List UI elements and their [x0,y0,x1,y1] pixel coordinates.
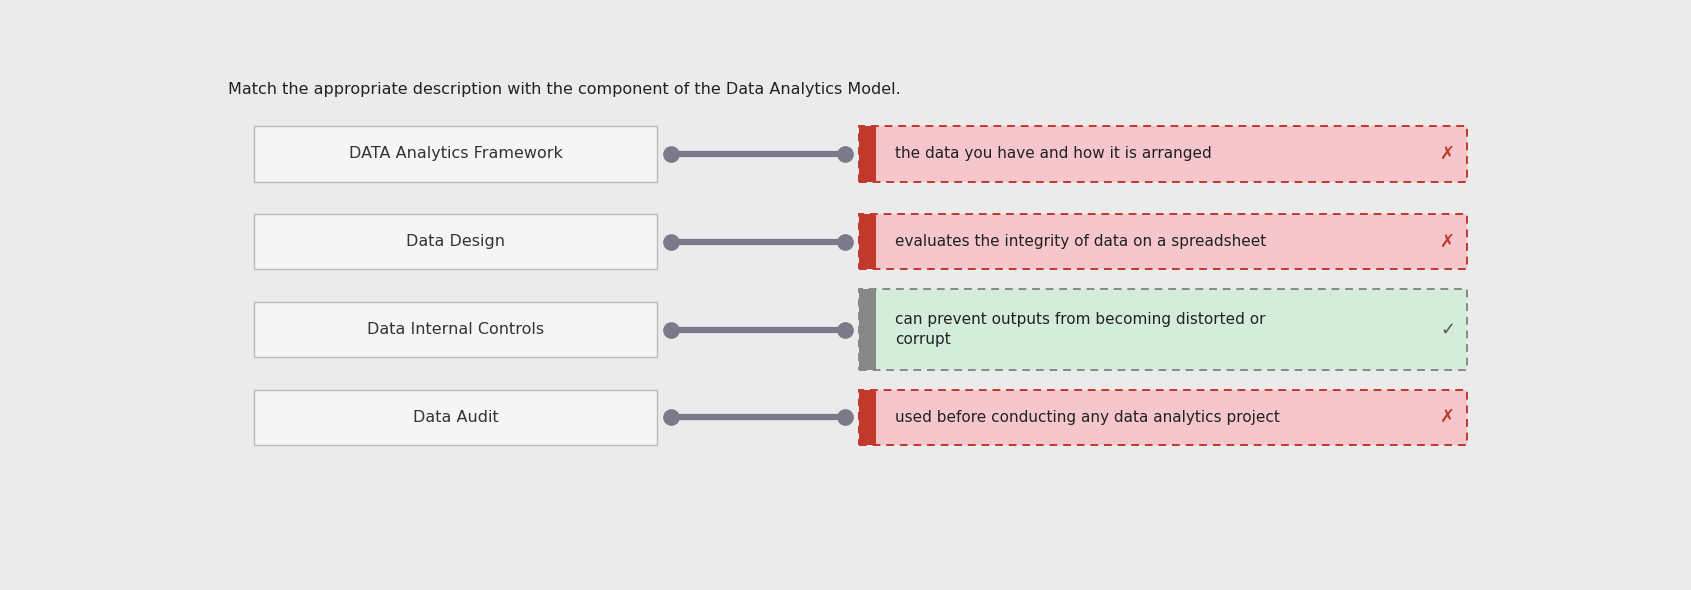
FancyBboxPatch shape [254,214,658,270]
FancyBboxPatch shape [859,289,1466,370]
Text: ✗: ✗ [1441,232,1456,251]
Text: used before conducting any data analytics project: used before conducting any data analytic… [895,410,1280,425]
Text: DATA Analytics Framework: DATA Analytics Framework [348,146,563,162]
Text: Match the appropriate description with the component of the Data Analytics Model: Match the appropriate description with t… [228,81,901,97]
Text: evaluates the integrity of data on a spreadsheet: evaluates the integrity of data on a spr… [895,234,1267,249]
Bar [859,289,876,370]
FancyBboxPatch shape [254,302,658,357]
FancyBboxPatch shape [859,389,1466,445]
Text: Data Audit: Data Audit [413,410,499,425]
Bar [859,126,876,182]
Text: Data Design: Data Design [406,234,506,249]
Text: the data you have and how it is arranged: the data you have and how it is arranged [895,146,1212,162]
Text: ✗: ✗ [1441,408,1456,427]
Bar [859,214,876,270]
Text: ✓: ✓ [1441,320,1456,339]
FancyBboxPatch shape [254,389,658,445]
FancyBboxPatch shape [859,214,1466,270]
FancyBboxPatch shape [859,126,1466,182]
Text: can prevent outputs from becoming distorted or
corrupt: can prevent outputs from becoming distor… [895,312,1265,347]
Text: ✗: ✗ [1441,145,1456,163]
Bar [859,389,876,445]
Text: Data Internal Controls: Data Internal Controls [367,322,545,337]
FancyBboxPatch shape [254,126,658,182]
